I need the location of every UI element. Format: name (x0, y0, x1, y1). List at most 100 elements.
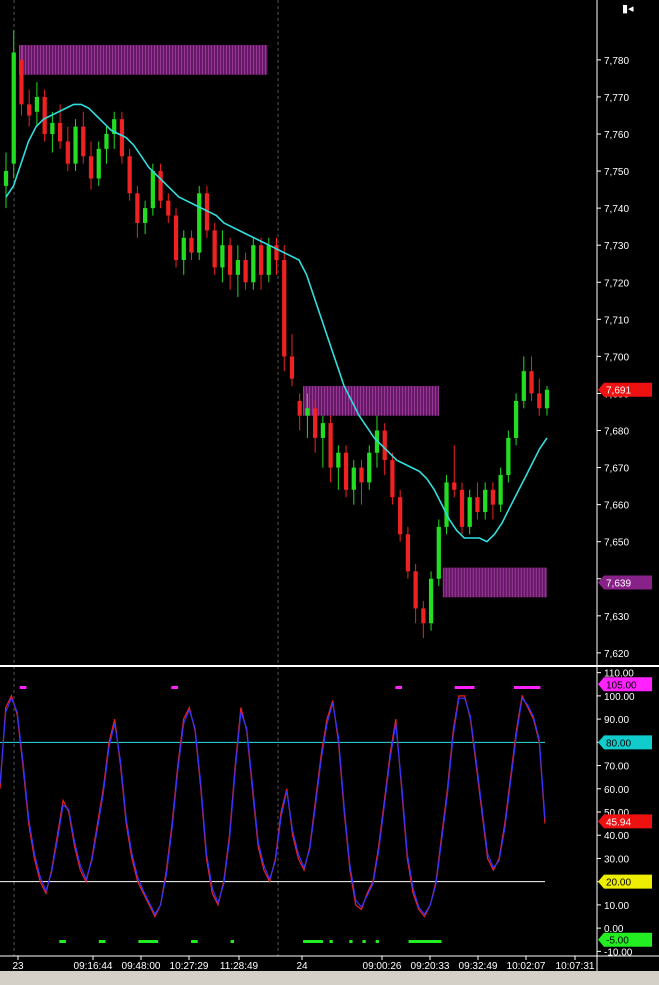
oscillator-value-tag: 105.00 (606, 680, 637, 691)
time-tick-label: 10:02:07 (507, 961, 546, 972)
candle-body (173, 215, 179, 261)
candle-body (142, 208, 148, 223)
candle-body (19, 59, 24, 105)
price-tick-label: 7,670 (604, 464, 629, 475)
supply-demand-zone (19, 45, 268, 75)
level-20-tag: 20.00 (606, 878, 631, 889)
candle-body (181, 237, 186, 261)
overbought-marker (395, 686, 402, 689)
candle-body (382, 430, 387, 461)
oversold-marker (362, 940, 366, 943)
candle-body (189, 237, 194, 253)
time-tick-label: 11:28:49 (220, 961, 259, 972)
candle-body (166, 200, 171, 216)
candle-body (343, 452, 349, 490)
overbought-marker (454, 686, 475, 689)
osc-tick-label: 110.00 (604, 669, 634, 680)
osc-tick-label: 60.00 (604, 785, 629, 796)
candle-body (266, 245, 271, 275)
candle-body (297, 400, 302, 416)
level-80-tag-bg (598, 735, 652, 750)
osc-tick-label: 70.00 (604, 762, 629, 773)
price-panel[interactable]: 7,780 7,770 7,760 7,750 7,740 7,730 7,720 7,710… (3, 0, 652, 956)
oversold-marker (375, 940, 379, 943)
candle-body (65, 141, 70, 164)
oscillator-panel[interactable]: 110.00 100.00 90.00 80.00 70.00 60.00 50.00 40.… (0, 669, 652, 959)
candle-body (328, 423, 333, 468)
candle-body (475, 497, 480, 513)
price-tick-label: 7,720 (604, 278, 629, 289)
candle-body (367, 452, 372, 483)
price-tick-label: 7,740 (604, 204, 629, 215)
candle-body (521, 371, 526, 401)
price-tick-label: 7,700 (604, 352, 629, 363)
candle-body (127, 156, 132, 194)
time-tick-label: 09:32:49 (459, 961, 498, 972)
candle-body (444, 482, 449, 527)
oversold-marker (408, 940, 442, 943)
level-20-tag-bg (598, 874, 652, 889)
candle-body (150, 171, 155, 209)
candle-body (452, 482, 457, 490)
price-tick-label: 7,710 (604, 315, 629, 326)
price-tick-label: 7,760 (604, 130, 629, 141)
time-tick-label: 09:16:44 (74, 961, 113, 972)
candle-body (42, 96, 47, 135)
oscillator-value-tag-bg (598, 932, 652, 947)
price-tick-label: 7,620 (604, 649, 629, 660)
oversold-marker (329, 940, 333, 943)
osc-tick-label: 30.00 (604, 854, 629, 865)
candle-body (513, 400, 519, 438)
candle-body (413, 571, 418, 609)
zone-price-tag: 7,639 (606, 578, 631, 589)
candle-body (506, 437, 511, 475)
time-tick-label: 10:07:31 (556, 961, 595, 972)
price-tick-label: 7,730 (604, 241, 629, 252)
candle-body (212, 230, 217, 268)
time-tick-label: 09:20:33 (411, 961, 450, 972)
candle-body (73, 126, 78, 164)
osc-tick-label: 0.00 (604, 924, 624, 935)
candle-body (320, 423, 325, 438)
candle-body (34, 96, 40, 112)
supply-demand-zone (443, 567, 547, 598)
candle-body (50, 122, 55, 135)
candle-body (305, 408, 310, 416)
chart-control-icon[interactable]: ▮◂ (622, 2, 634, 15)
level-80-tag: 80.00 (606, 738, 631, 749)
overbought-marker (19, 686, 27, 689)
osc-tick-label: 40.00 (604, 831, 629, 842)
candle-body (158, 171, 163, 201)
overbought-marker (171, 686, 178, 689)
price-tick-label: 7,630 (604, 612, 629, 623)
oversold-marker (230, 940, 234, 943)
price-tick-label: 7,770 (604, 93, 629, 104)
price-tick-label: 7,650 (604, 538, 629, 549)
candle-body (204, 193, 210, 231)
candle-body (405, 534, 411, 572)
candle-body (251, 245, 256, 283)
candle-body (428, 578, 434, 624)
candle-body (529, 371, 534, 394)
horizontal-scrollbar[interactable] (0, 971, 659, 985)
oversold-marker (59, 940, 66, 943)
osc-tick-label: -10.00 (604, 947, 633, 958)
candle-body (88, 156, 94, 179)
candle-body (436, 526, 441, 579)
time-tick-label: 09:00:26 (363, 961, 402, 972)
candle-body (313, 408, 318, 438)
candle-body (96, 148, 101, 179)
time-axis: 23 09:16:44 09:48:00 10:27:29 11:28:49 24 09:0… (12, 956, 595, 972)
price-tick-label: 7,680 (604, 427, 629, 438)
candle-body (490, 489, 496, 505)
candle-body (228, 245, 233, 275)
candle-body (104, 134, 109, 149)
time-tick-label: 09:48:00 (122, 961, 161, 972)
candle-body (81, 126, 86, 157)
price-tick-label: 7,750 (604, 167, 629, 178)
zone-price-tag-bg (598, 575, 652, 590)
candle-body (359, 467, 364, 483)
candle-body (220, 245, 225, 268)
